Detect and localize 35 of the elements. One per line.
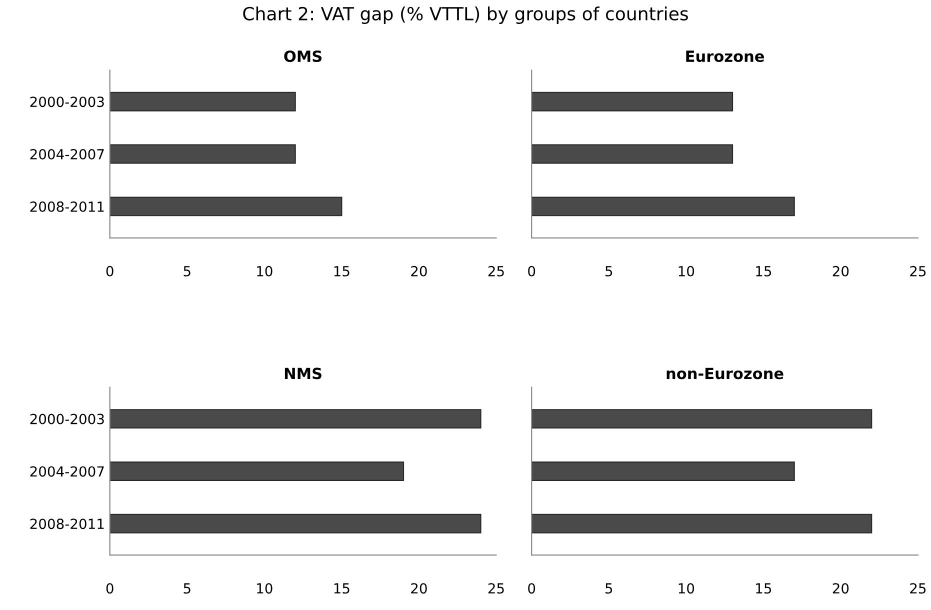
y-tick-label: 2008-2011 bbox=[30, 201, 104, 212]
chart-title: OMS bbox=[284, 50, 322, 62]
x-tick-label: 25 bbox=[488, 266, 504, 276]
x-tick-label: 20 bbox=[411, 266, 427, 276]
x-tick-label: 10 bbox=[257, 583, 272, 594]
x-tick-label: 20 bbox=[832, 583, 849, 594]
x-tick-label: 10 bbox=[678, 266, 694, 276]
y-tick-label: 2000-2003 bbox=[30, 414, 104, 424]
x-tick-label: 25 bbox=[488, 583, 504, 594]
x-tick-label: 0 bbox=[106, 583, 114, 594]
x-tick-label: 5 bbox=[606, 583, 612, 594]
chart-title: non-Eurozone bbox=[666, 368, 784, 380]
y-tick-label: 2000-2003 bbox=[30, 96, 104, 108]
x-tick-label: 20 bbox=[411, 583, 427, 594]
y-tick-label: 2004-2007 bbox=[30, 466, 104, 477]
chart-title: NMS bbox=[284, 368, 322, 380]
x-tick-label: 25 bbox=[910, 583, 926, 594]
x-tick-label: 0 bbox=[106, 266, 114, 276]
x-tick-label: 10 bbox=[678, 583, 694, 594]
y-tick-label: 2004-2007 bbox=[30, 148, 104, 160]
x-tick-label: 15 bbox=[756, 266, 772, 276]
x-tick-label: 15 bbox=[334, 583, 350, 594]
x-tick-label: 0 bbox=[528, 583, 536, 594]
x-tick-label: 15 bbox=[756, 583, 772, 594]
x-tick-label: 10 bbox=[257, 266, 272, 276]
x-tick-label: 5 bbox=[184, 266, 190, 276]
x-tick-label: 25 bbox=[910, 266, 926, 276]
x-tick-label: 20 bbox=[832, 266, 849, 276]
x-tick-label: 15 bbox=[334, 266, 350, 276]
x-tick-label: 5 bbox=[606, 266, 612, 276]
chart-title: Eurozone bbox=[686, 50, 764, 62]
x-tick-label: 0 bbox=[528, 266, 536, 276]
caption: Chart 2: VAT gap (% VTTL) by groups of countries bbox=[243, 6, 688, 24]
y-tick-label: 2008-2011 bbox=[30, 518, 104, 530]
x-tick-label: 5 bbox=[184, 583, 190, 594]
